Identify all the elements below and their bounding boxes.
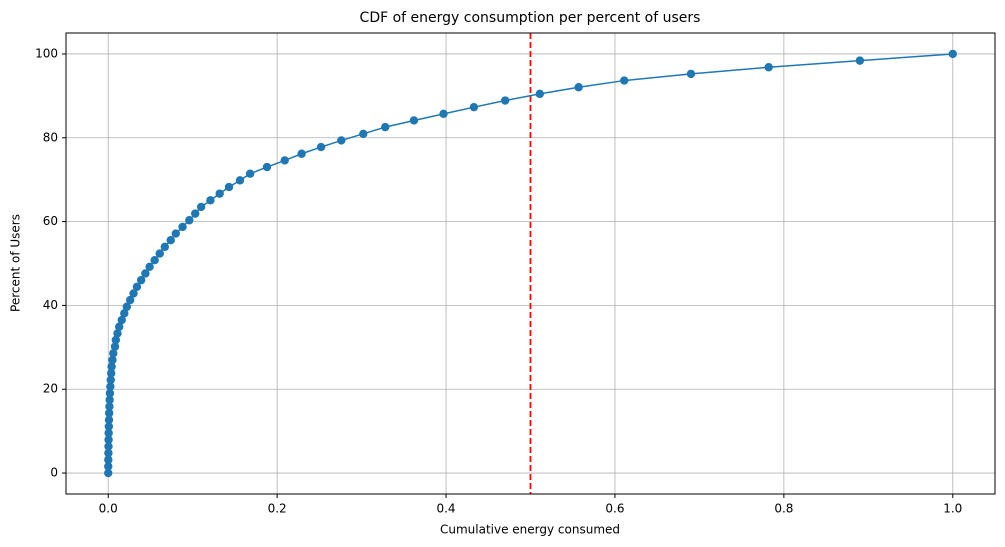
marker	[337, 136, 346, 145]
marker	[107, 362, 116, 371]
marker	[620, 76, 629, 85]
marker	[171, 229, 180, 238]
x-axis-label: Cumulative energy consumed	[440, 523, 620, 537]
y-tick-label: 20	[43, 382, 58, 396]
y-tick-label: 0	[50, 466, 58, 480]
marker	[104, 415, 114, 425]
marker	[178, 222, 187, 232]
y-tick-label: 60	[43, 214, 58, 228]
x-tick-label: 0.8	[774, 502, 793, 516]
marker	[129, 289, 138, 298]
marker	[359, 129, 368, 138]
marker	[113, 329, 122, 338]
marker	[280, 156, 289, 165]
marker	[106, 382, 115, 391]
marker	[535, 89, 544, 99]
x-tick-label: 1.0	[943, 502, 962, 516]
marker	[439, 109, 448, 119]
marker	[104, 462, 113, 471]
marker	[104, 455, 113, 464]
marker	[764, 63, 773, 72]
marker	[196, 202, 206, 212]
marker	[855, 56, 865, 65]
marker	[104, 428, 113, 438]
marker	[109, 349, 118, 358]
marker	[235, 176, 245, 185]
marker	[191, 209, 200, 218]
marker	[297, 149, 306, 158]
marker	[120, 309, 129, 318]
marker	[105, 402, 114, 411]
marker	[105, 389, 115, 398]
x-tick-label: 0.0	[99, 502, 118, 516]
marker	[115, 322, 124, 331]
marker	[215, 189, 224, 198]
marker	[160, 242, 170, 252]
marker	[948, 49, 957, 59]
y-tick-label: 100	[35, 46, 58, 60]
marker	[132, 282, 142, 292]
x-tick-label: 0.4	[436, 502, 455, 516]
marker	[104, 422, 114, 431]
marker	[316, 142, 326, 152]
chart-title: CDF of energy consumption per percent of…	[360, 10, 701, 26]
y-tick-label: 40	[43, 298, 58, 312]
marker	[150, 255, 159, 265]
marker	[224, 182, 234, 192]
marker	[106, 375, 115, 385]
marker	[145, 262, 154, 272]
marker	[409, 116, 419, 125]
marker	[206, 196, 215, 205]
marker	[117, 315, 126, 325]
y-tick-label: 80	[43, 130, 58, 144]
marker	[104, 448, 113, 458]
marker	[111, 335, 121, 345]
marker	[122, 302, 132, 311]
marker	[104, 435, 113, 444]
marker	[110, 342, 120, 351]
plot-frame	[65, 32, 996, 495]
marker	[104, 408, 114, 418]
x-tick-label: 0.2	[268, 502, 287, 516]
marker	[185, 216, 194, 225]
marker	[105, 395, 114, 405]
marker	[500, 96, 510, 105]
marker	[574, 83, 583, 92]
marker	[166, 235, 175, 245]
x-tick-label: 0.6	[605, 502, 624, 516]
marker	[469, 102, 479, 112]
marker	[104, 442, 113, 451]
marker	[106, 369, 116, 378]
marker	[141, 269, 150, 278]
marker	[245, 169, 255, 178]
y-axis-label: Percent of Users	[9, 214, 23, 312]
marker	[381, 122, 390, 132]
marker	[136, 275, 146, 285]
marker	[104, 468, 113, 478]
marker	[686, 69, 696, 79]
marker	[262, 162, 272, 172]
marker	[155, 249, 164, 258]
marker	[108, 355, 117, 365]
marker	[125, 295, 135, 305]
